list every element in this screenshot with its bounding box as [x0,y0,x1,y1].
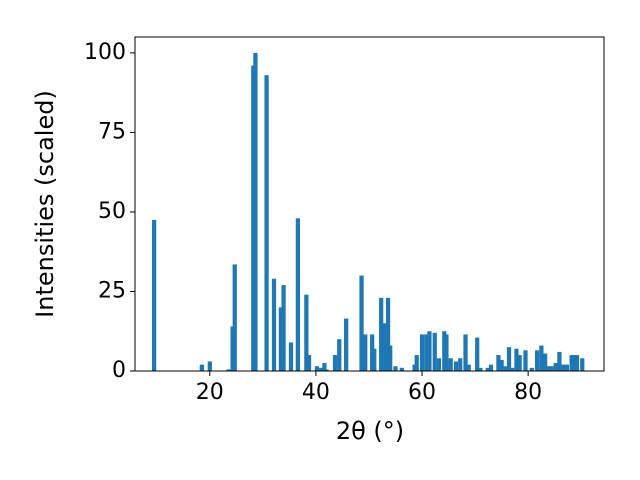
bar [271,278,277,371]
x-tick-label: 60 [408,380,436,405]
y-tick-label: 0 [112,358,126,383]
bar [458,358,463,371]
bar [314,366,320,371]
bar [372,348,377,371]
bar [485,367,490,371]
bar [496,355,501,371]
bar [399,367,404,371]
bar [264,75,269,372]
bar [322,363,327,371]
bar [557,351,562,371]
bar [319,367,324,371]
bar [546,366,551,371]
bar [475,337,480,371]
bar [232,264,237,371]
bar [344,318,349,371]
bar [574,355,580,371]
bar [553,363,558,371]
bar [295,218,300,371]
bar [535,350,540,371]
bar [253,52,258,372]
x-tick-label: 80 [514,380,542,405]
bar [529,367,534,371]
y-tick-label: 75 [98,119,126,144]
bar [502,366,507,371]
bar [324,369,329,371]
bar [332,355,338,371]
bar [549,366,554,371]
bar [363,334,368,371]
bar [539,345,544,371]
bar [359,275,364,371]
bar [278,307,284,371]
bar [564,364,569,371]
bar [414,355,419,371]
bar [207,361,212,371]
bar [542,353,548,371]
bar [424,334,429,371]
bar [463,334,468,371]
bar [444,334,449,371]
bar [506,347,512,371]
bar [427,331,432,371]
bar [466,364,471,371]
bar [448,358,453,371]
bar [288,342,294,371]
bar [453,361,459,371]
bar [478,367,483,371]
plot-frame [134,36,605,372]
bar [151,219,157,371]
bar [412,364,417,371]
bar [337,339,342,371]
bar [523,350,528,371]
bar [488,364,494,371]
bar [517,355,522,371]
x-tick-label: 40 [302,380,330,405]
bar [393,366,398,371]
bar [561,364,566,371]
bar [306,355,312,371]
bar [379,297,384,371]
bar [432,332,437,371]
x-axis-label: 2θ (°) [336,417,404,445]
bar [388,345,393,371]
bar [199,364,204,371]
y-axis-label: Intensities (scaled) [31,90,59,318]
bar [499,359,504,371]
bar [385,297,391,371]
bar [569,355,574,371]
y-tick-label: 25 [98,278,126,303]
bar [572,355,577,371]
bar [436,358,442,371]
bar [304,294,309,371]
y-tick-label: 50 [98,199,126,224]
bar [510,367,515,371]
bar [226,369,231,371]
bar [419,334,425,371]
x-tick-label: 20 [196,380,224,405]
y-tick-label: 100 [84,40,126,65]
bar [281,285,286,371]
bar [382,323,387,371]
bar [580,358,585,371]
bar [514,348,519,371]
